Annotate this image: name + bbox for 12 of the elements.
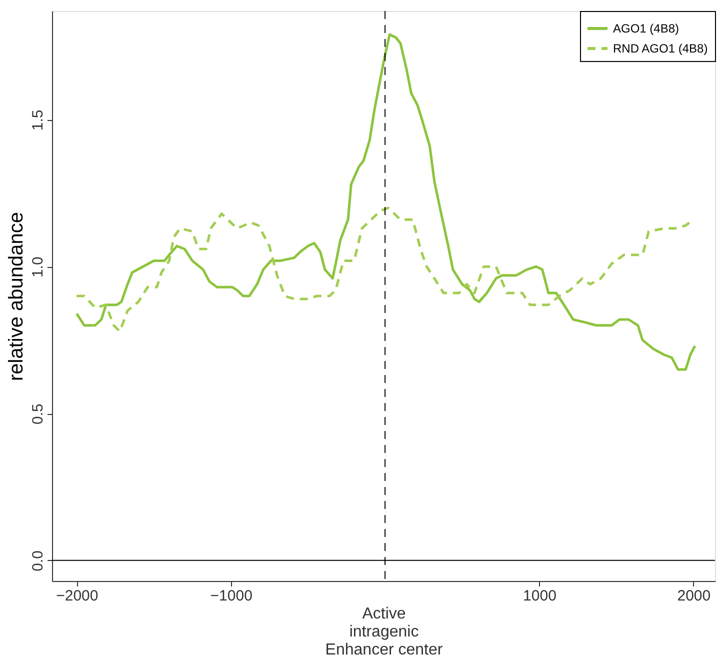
y-tick-label: 1.0 [30, 256, 46, 278]
y-tick-label: 0.5 [30, 404, 46, 424]
y-axis-title: relative abundance [6, 212, 28, 382]
x-axis-title: Active intragenic Enhancer center [325, 606, 444, 658]
y-tick-label: 0.0 [30, 550, 46, 572]
y-tick-label: 1.5 [30, 110, 46, 131]
legend-label: AGO1 (4B8) [613, 22, 680, 36]
legend-label: RND AGO1 (4B8) [613, 42, 708, 56]
x-tick-label: −2000 [56, 588, 98, 604]
x-tick-label: 1000 [523, 588, 556, 604]
x-tick-label: −1000 [210, 588, 252, 604]
x-tick-label: 2000 [677, 588, 711, 604]
